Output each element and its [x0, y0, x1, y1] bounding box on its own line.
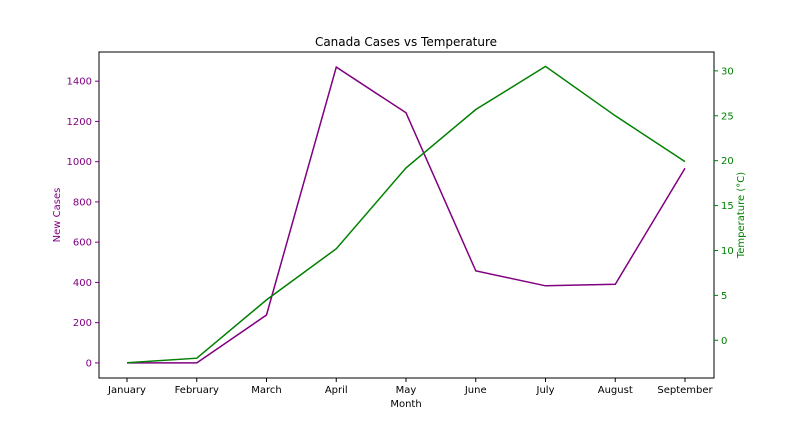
left-y-tick-label: 0	[86, 358, 92, 369]
right-y-tick-label: 15	[721, 201, 734, 212]
right-y-tick-label: 10	[721, 246, 734, 257]
x-tick-label: June	[464, 385, 487, 396]
x-tick-label: March	[251, 385, 281, 396]
x-axis-label: Month	[390, 399, 421, 410]
x-tick-label: January	[107, 385, 146, 396]
left-y-tick-label: 1200	[67, 117, 92, 128]
x-axis-ticks: January February March April May June July Augu…	[107, 378, 714, 396]
chart-title: Canada Cases vs Temperature	[315, 35, 497, 49]
left-y-axis-ticks: 0 200 400 600 800 1000 1200 1400	[67, 77, 99, 369]
x-tick-label: September	[657, 385, 713, 396]
left-y-axis-label: New Cases	[52, 188, 63, 243]
right-y-tick-label: 5	[721, 291, 727, 302]
left-y-tick-label: 600	[73, 238, 92, 249]
series-layer	[126, 65, 686, 364]
left-y-tick-label: 800	[73, 197, 92, 208]
x-tick-label: July	[536, 385, 555, 396]
x-tick-label: April	[325, 385, 348, 396]
right-y-tick-label: 30	[721, 66, 734, 77]
right-y-axis-label: Temperature (°C)	[736, 172, 747, 259]
left-y-tick-label: 200	[73, 318, 92, 329]
x-tick-label: February	[175, 385, 219, 396]
left-y-tick-label: 1000	[67, 157, 92, 168]
plot-frame	[98, 51, 715, 379]
x-tick-label: August	[598, 385, 633, 396]
cases-series-line	[127, 65, 686, 364]
right-y-tick-label: 20	[721, 156, 734, 167]
left-y-tick-label: 400	[73, 278, 92, 289]
left-y-tick-label: 1400	[67, 77, 92, 88]
x-tick-label: May	[396, 385, 417, 396]
right-y-axis-ticks: 0 5 10 15 20 25 30	[714, 66, 734, 347]
temperature-series-line	[126, 65, 686, 364]
right-y-tick-label: 0	[721, 336, 727, 347]
right-y-tick-label: 25	[721, 111, 734, 122]
